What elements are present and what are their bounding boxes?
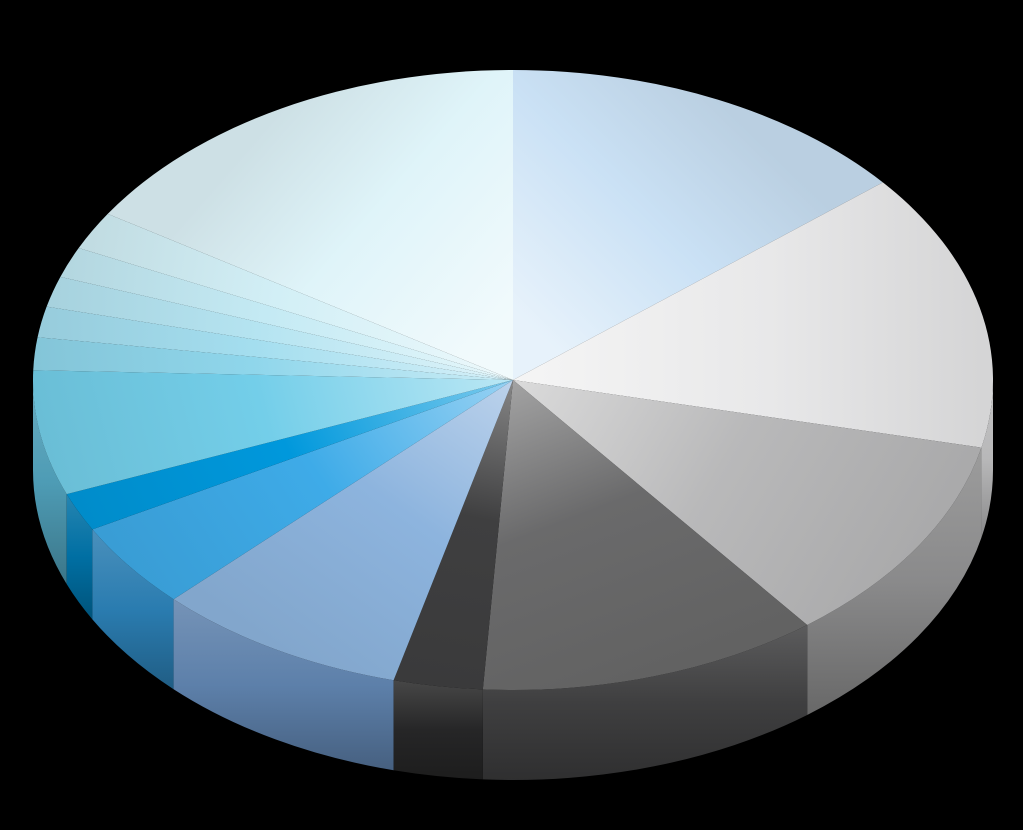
pie-side-slice-5 [394,680,483,779]
pie-chart-3d [0,0,1023,830]
